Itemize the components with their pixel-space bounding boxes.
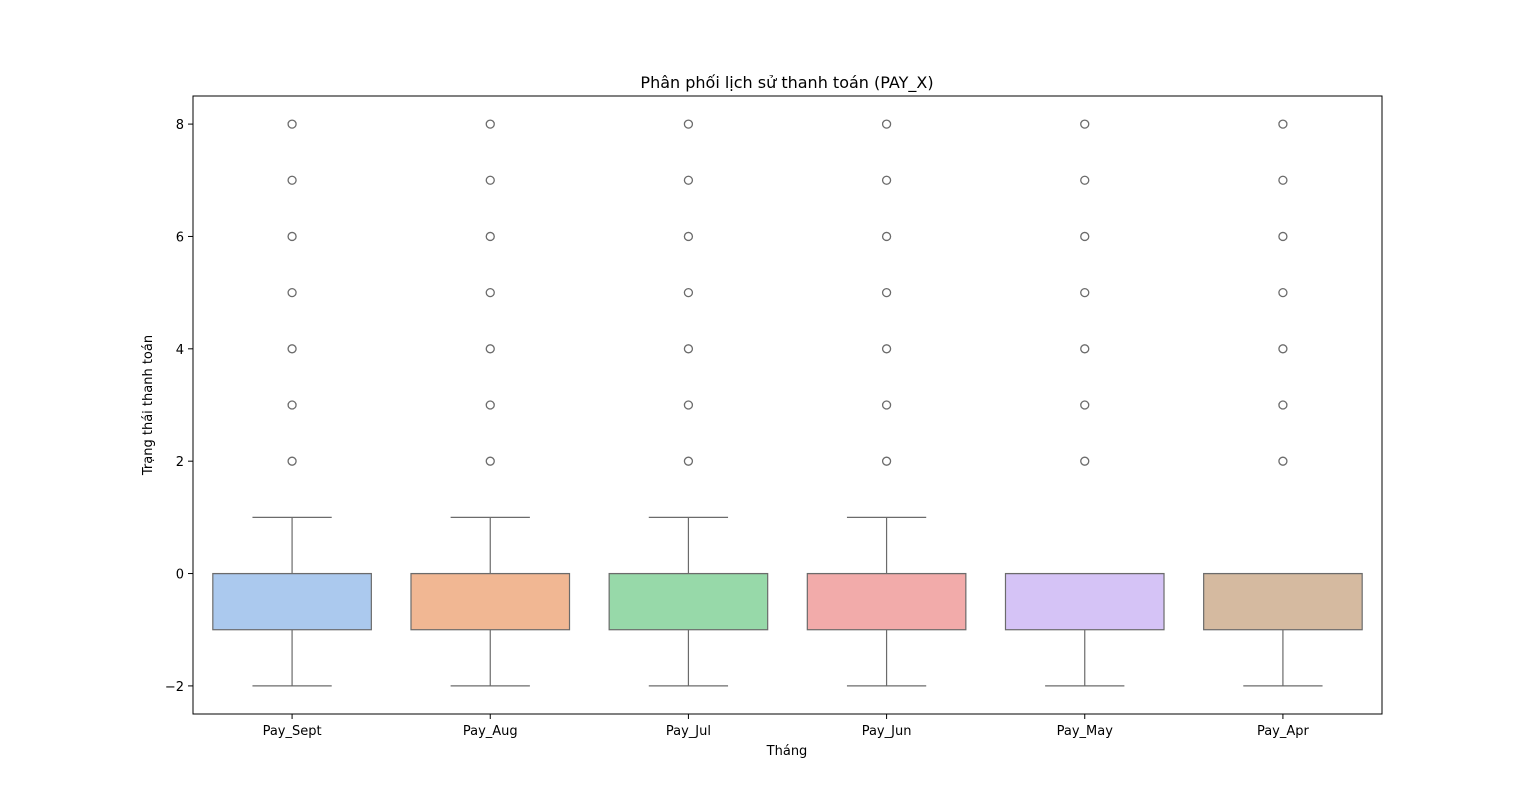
outlier-point <box>1080 400 1090 410</box>
outlier-point <box>683 456 694 466</box>
outlier-point <box>683 400 694 410</box>
outlier-point <box>683 287 694 298</box>
outlier-point <box>1080 456 1090 466</box>
outlier-point <box>485 119 495 129</box>
plot-area: −2 0 2 4 6 8 Pay_Sept Pay_Aug Pay_Jul Pay_Jun Pay_… <box>165 95 1383 739</box>
outlier-point <box>287 175 297 185</box>
outlier-point <box>485 175 495 185</box>
x-tick-label: Pay_Jun <box>862 724 912 739</box>
outlier-point <box>287 400 297 410</box>
x-tick-label: Pay_Sept <box>263 724 322 739</box>
x-tick-label: Pay_Apr <box>1257 724 1310 739</box>
x-axis-title: Tháng <box>766 744 808 759</box>
x-tick-label: Pay_Aug <box>463 724 518 739</box>
y-axis-title: Trạng thái thanh toán <box>141 335 156 476</box>
iqr-box <box>410 572 571 631</box>
outlier-point <box>1278 456 1288 466</box>
x-tick-label: Pay_May <box>1057 724 1114 739</box>
outlier-point <box>485 456 495 466</box>
outlier-point <box>683 175 694 185</box>
y-tick-label: 8 <box>176 118 184 133</box>
outlier-point <box>485 344 495 354</box>
outlier-point <box>683 119 694 129</box>
outlier-point <box>485 231 495 242</box>
y-tick-label: 6 <box>176 230 184 245</box>
outlier-point <box>881 287 892 298</box>
iqr-box <box>1203 572 1363 631</box>
x-tick-label: Pay_Jul <box>666 724 711 739</box>
outlier-point <box>1278 119 1288 129</box>
iqr-box <box>1004 572 1165 631</box>
outlier-point <box>1080 287 1090 298</box>
outlier-point <box>485 287 495 298</box>
outlier-point <box>1080 175 1090 185</box>
outlier-point <box>683 231 694 242</box>
outlier-point <box>1080 119 1090 129</box>
outlier-point <box>1278 400 1288 410</box>
outlier-point <box>287 119 297 129</box>
outlier-point <box>485 400 495 410</box>
outlier-point <box>683 344 694 354</box>
outlier-point <box>881 231 892 242</box>
outlier-point <box>881 175 892 185</box>
iqr-box <box>608 572 769 631</box>
outlier-point <box>287 287 297 298</box>
iqr-box <box>806 572 967 631</box>
outlier-point <box>1278 231 1288 242</box>
outlier-point <box>1080 344 1090 354</box>
outlier-point <box>881 119 892 129</box>
outlier-point <box>881 400 892 410</box>
outlier-point <box>287 231 297 242</box>
chart-title: Phân phối lịch sử thanh toán (PAY_X) <box>640 73 933 93</box>
outlier-point <box>881 456 892 466</box>
y-tick-label: −2 <box>165 680 184 695</box>
outlier-point <box>287 456 297 466</box>
y-tick-label: 0 <box>176 568 184 583</box>
outlier-point <box>1278 287 1288 298</box>
y-tick-label: 4 <box>176 343 184 358</box>
outlier-point <box>287 344 297 354</box>
axes-frame <box>192 95 1383 715</box>
outlier-point <box>1080 231 1090 242</box>
iqr-box <box>212 572 372 631</box>
y-tick-label: 2 <box>176 455 184 470</box>
outlier-point <box>881 344 892 354</box>
outlier-point <box>1278 344 1288 354</box>
outlier-point <box>1278 175 1288 185</box>
